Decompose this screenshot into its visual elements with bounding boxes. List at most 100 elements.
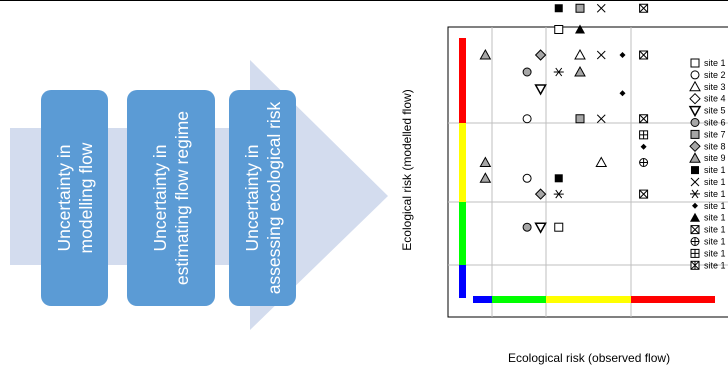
- data-point-open-triangle-down: [534, 222, 547, 234]
- legend-label: site 1: [704, 58, 726, 68]
- data-point-asterisk: [553, 189, 564, 199]
- legend-item: site 6: [690, 118, 726, 128]
- legend-marker-filled-diamond: [692, 202, 698, 209]
- data-point-gray-diamond: [534, 49, 547, 61]
- legend-item: site 1: [690, 237, 726, 247]
- legend-label: site 1: [704, 260, 726, 270]
- legend-marker-asterisk: [690, 189, 700, 199]
- data-point-filled-diamond: [619, 52, 626, 58]
- legend-marker-boxed-star: [690, 260, 700, 270]
- legend-marker-open-triangle: [689, 80, 701, 92]
- top-rule: [0, 0, 728, 1]
- legend-item: site 1: [690, 212, 726, 223]
- data-point-cross: [596, 50, 606, 60]
- legend-marker-open-triangle-down: [688, 105, 702, 118]
- legend-item: site 1: [690, 177, 726, 187]
- flow-box-modelling-flow: Uncertainty in modelling flow: [41, 90, 108, 306]
- data-point-gray-circle: [522, 222, 532, 232]
- legend-marker-cross: [690, 177, 700, 187]
- legend-item: site 1: [692, 201, 726, 211]
- data-point-open-triangle-down: [534, 84, 547, 96]
- x-risk-band-very-high: [631, 296, 715, 303]
- data-point-open-triangle: [595, 156, 608, 167]
- data-point-filled-square: [554, 4, 563, 13]
- data-point-gray-triangle: [574, 65, 586, 77]
- legend-item: site 3: [689, 80, 726, 92]
- data-point-cross: [596, 114, 606, 124]
- legend-item: site 8: [689, 140, 726, 153]
- data-point-open-circle: [522, 173, 532, 183]
- data-points: [479, 3, 649, 234]
- legend-marker-gray-square: [690, 129, 700, 139]
- legend-marker-open-diamond: [689, 92, 701, 105]
- legend-item: site 1: [690, 189, 726, 199]
- data-point-boxed-x: [639, 114, 649, 124]
- y-risk-band-low: [459, 265, 466, 298]
- legend-item: site 4: [689, 92, 726, 105]
- data-point-open-triangle: [574, 48, 586, 60]
- legend-marker-filled-triangle: [690, 212, 700, 222]
- legend-item: site 7: [690, 129, 726, 139]
- legend-label: site 1: [704, 177, 726, 187]
- legend-label: site 2: [704, 70, 726, 80]
- data-point-boxed-x: [639, 50, 649, 60]
- legend-item: site 1: [690, 248, 726, 258]
- data-point-filled-triangle: [575, 24, 585, 34]
- legend-marker-boxed-plus: [690, 248, 700, 258]
- legend-label: site 3: [704, 82, 726, 92]
- data-point-gray-circle: [522, 67, 532, 77]
- data-point-boxed-x: [639, 189, 649, 199]
- grid-lines: [448, 27, 728, 317]
- legend-marker-open-square: [690, 58, 700, 68]
- legend-label: site 6: [704, 118, 726, 128]
- plot-frame: [447, 26, 728, 318]
- legend-label: site 1: [704, 165, 726, 175]
- legend-label: site 1: [704, 201, 726, 211]
- legend-marker-circled-plus: [690, 237, 700, 246]
- x-risk-band-high: [546, 296, 631, 303]
- legend-item: site 1: [690, 58, 726, 68]
- y-risk-band-very-high: [459, 38, 466, 123]
- legend-label: site 5: [704, 106, 726, 116]
- data-point-asterisk: [553, 67, 564, 77]
- flow-box-flow-regime: Uncertainty in estimating flow regime: [127, 90, 215, 306]
- risk-band-bars: [459, 38, 715, 303]
- data-point-open-circle: [522, 114, 532, 124]
- x-axis-label: Ecological risk (observed flow): [508, 351, 671, 365]
- legend-label: site 1: [704, 225, 726, 235]
- legend-item: site 1: [690, 225, 726, 235]
- data-point-circled-plus: [639, 158, 649, 167]
- legend-marker-boxed-x: [690, 225, 700, 235]
- data-point-open-square: [554, 25, 564, 34]
- legend-marker-gray-triangle: [689, 152, 701, 163]
- legend-item: site 1: [691, 165, 726, 175]
- legend-item: site 9: [689, 152, 726, 163]
- y-risk-band-high: [459, 123, 466, 202]
- data-point-gray-square: [575, 3, 585, 13]
- data-point-open-square: [554, 222, 564, 232]
- legend-label: site 1: [704, 248, 726, 258]
- data-point-gray-square: [575, 114, 585, 124]
- data-point-filled-diamond: [640, 143, 647, 150]
- y-axis-label: Ecological risk (modelled flow): [400, 89, 414, 251]
- y-risk-band-moderate: [459, 202, 466, 265]
- data-point-boxed-plus: [639, 130, 649, 140]
- data-point-gray-diamond: [534, 188, 547, 200]
- legend-label: site 7: [704, 129, 726, 139]
- legend-label: site 4: [704, 94, 726, 104]
- data-point-filled-diamond: [619, 90, 626, 97]
- legend-label: site 9: [704, 153, 726, 163]
- legend-marker-gray-diamond: [689, 140, 701, 153]
- data-point-cross: [596, 3, 606, 13]
- data-point-gray-triangle: [479, 48, 492, 60]
- data-point-gray-triangle: [479, 172, 492, 183]
- legend-marker-gray-circle: [690, 118, 700, 127]
- flow-box-ecological-risk: Uncertainty in assessing ecological risk: [229, 90, 296, 306]
- legend-label: site 8: [704, 141, 726, 151]
- legend-item: site 1: [690, 260, 726, 270]
- data-point-boxed-x: [639, 3, 649, 13]
- data-point-filled-square: [554, 174, 563, 183]
- legend-item: site 2: [690, 70, 726, 80]
